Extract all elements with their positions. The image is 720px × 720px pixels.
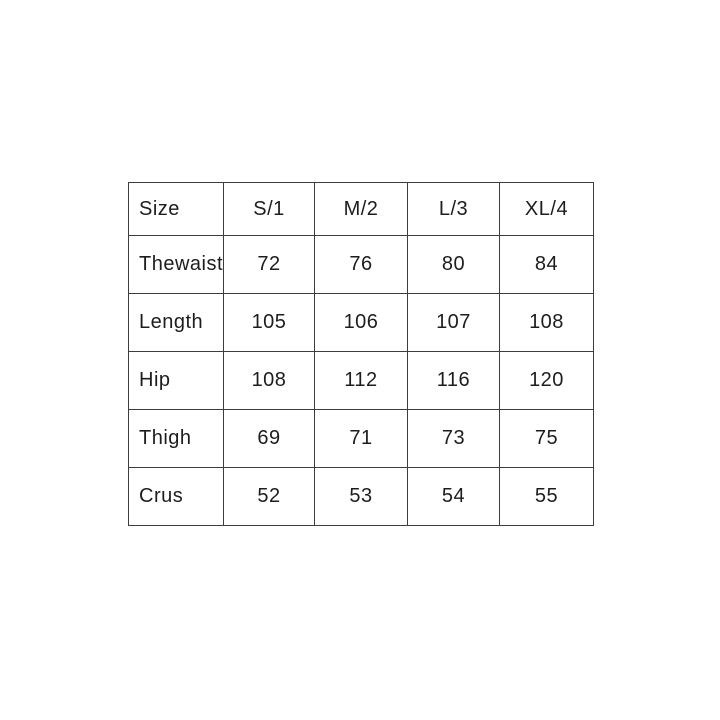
header-cell-xl4: XL/4 [499,182,594,236]
row-label-cell: Length [128,293,224,352]
header-cell-size: Size [128,182,224,236]
value-cell: 52 [223,467,315,526]
value-cell: 105 [223,293,315,352]
header-cell-l3: L/3 [407,182,500,236]
table-row-thigh: Thigh 69 71 73 75 [128,409,594,468]
value-cell: 106 [314,293,408,352]
value-cell: 108 [499,293,594,352]
value-cell: 80 [407,235,500,294]
value-cell: 71 [314,409,408,468]
value-cell: 120 [499,351,594,410]
value-cell: 112 [314,351,408,410]
row-label-cell: Crus [128,467,224,526]
size-chart-table: Size S/1 M/2 L/3 XL/4 Thewaist 72 76 80 … [128,182,594,526]
value-cell: 53 [314,467,408,526]
row-label-cell: Thigh [128,409,224,468]
table-header-row: Size S/1 M/2 L/3 XL/4 [128,182,594,236]
table-row-crus: Crus 52 53 54 55 [128,467,594,526]
value-cell: 75 [499,409,594,468]
row-label-cell: Thewaist [128,235,224,294]
value-cell: 116 [407,351,500,410]
value-cell: 54 [407,467,500,526]
value-cell: 69 [223,409,315,468]
table-row-thewaist: Thewaist 72 76 80 84 [128,235,594,294]
value-cell: 107 [407,293,500,352]
table-row-length: Length 105 106 107 108 [128,293,594,352]
row-label-cell: Hip [128,351,224,410]
value-cell: 84 [499,235,594,294]
header-cell-m2: M/2 [314,182,408,236]
header-cell-s1: S/1 [223,182,315,236]
table-row-hip: Hip 108 112 116 120 [128,351,594,410]
value-cell: 76 [314,235,408,294]
value-cell: 55 [499,467,594,526]
value-cell: 73 [407,409,500,468]
value-cell: 108 [223,351,315,410]
value-cell: 72 [223,235,315,294]
